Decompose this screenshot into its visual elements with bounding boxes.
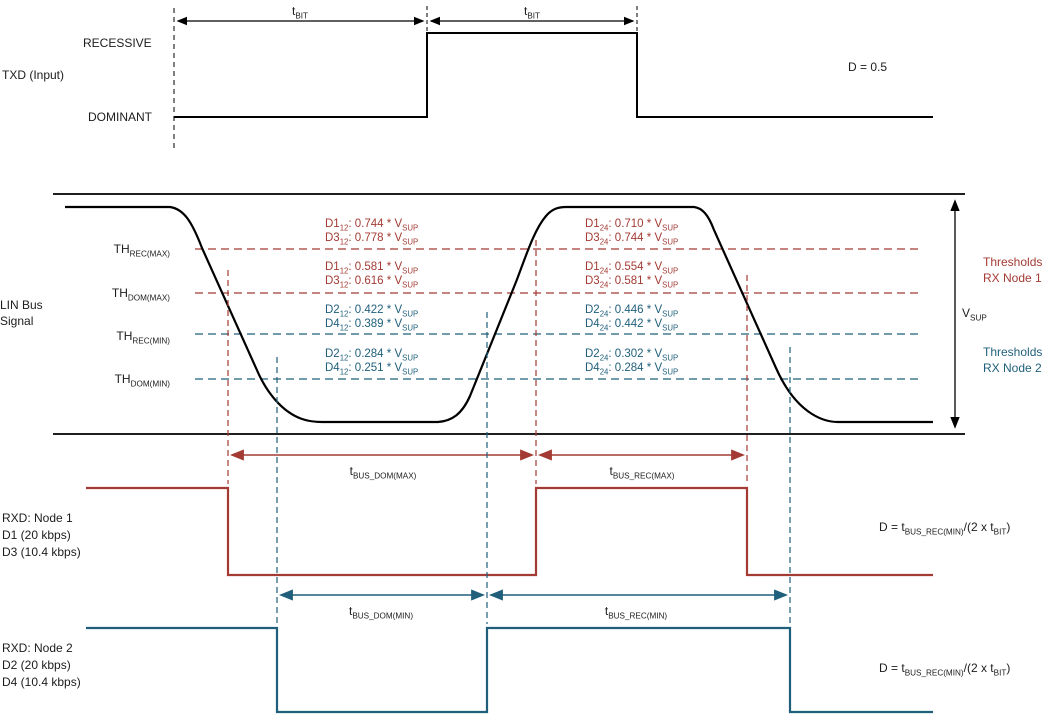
rxd-node2-waveform <box>86 626 933 714</box>
threshold-values-node2-dom-12: D212: 0.284 * VSUP D412: 0.251 * VSUP <box>325 348 418 375</box>
rxd-node2-line: D4 (10.4 kbps) <box>2 675 81 689</box>
threshold-value-line: D324: 0.581 * VSUP <box>585 274 679 289</box>
threshold-value-line: D424: 0.442 * VSUP <box>585 317 679 332</box>
dominant-label: DOMINANT <box>88 110 152 124</box>
threshold-values-node2-dom-24: D224: 0.302 * VSUP D424: 0.284 * VSUP <box>585 348 678 375</box>
th-rec-min-label: THREC(MIN) <box>116 329 170 346</box>
vsup-label: VSUP <box>962 306 987 323</box>
rxd-node1-label: RXD: Node 1 D1 (20 kbps) D3 (10.4 kbps) <box>2 510 81 561</box>
threshold-value-line: D112: 0.581 * VSUP <box>325 261 419 276</box>
threshold-value-line: D212: 0.422 * VSUP <box>325 304 419 319</box>
tbit-label-1: tBIT <box>291 4 309 21</box>
threshold-value-line: D224: 0.446 * VSUP <box>585 304 679 319</box>
threshold-value-line: D412: 0.251 * VSUP <box>325 361 419 376</box>
threshold-value-line: D124: 0.710 * VSUP <box>585 218 679 233</box>
threshold-values-node1-dom-12: D112: 0.581 * VSUP D312: 0.616 * VSUP <box>325 261 418 288</box>
t-bus-dom-max-label: tBUS_DOM(MAX) <box>349 464 417 481</box>
t-bus-rec-min-label: tBUS_REC(MIN) <box>604 604 668 621</box>
thresholds-rx-node1-legend: Thresholds RX Node 1 <box>983 254 1042 286</box>
rxd-node1-line: D3 (10.4 kbps) <box>2 545 81 559</box>
threshold-value-line: D324: 0.744 * VSUP <box>585 231 679 246</box>
threshold-value-line: D312: 0.778 * VSUP <box>325 231 419 246</box>
threshold-value-line: D412: 0.389 * VSUP <box>325 317 419 332</box>
threshold-values-node2-rec-24: D224: 0.446 * VSUP D424: 0.442 * VSUP <box>585 304 678 331</box>
legend-line: RX Node 1 <box>983 271 1042 285</box>
rxd-node1-line: RXD: Node 1 <box>2 511 73 525</box>
recessive-label: RECESSIVE <box>83 36 152 50</box>
threshold-value-line: D424: 0.284 * VSUP <box>585 361 679 376</box>
threshold-values-node1-dom-24: D124: 0.554 * VSUP D324: 0.581 * VSUP <box>585 261 678 288</box>
rxd-node2-line: RXD: Node 2 <box>2 641 73 655</box>
threshold-values-node1-rec-12: D112: 0.744 * VSUP D312: 0.778 * VSUP <box>325 218 418 245</box>
threshold-values-node2-rec-12: D212: 0.422 * VSUP D412: 0.389 * VSUP <box>325 304 418 331</box>
rxd-node2-duty-label: D = tBUS_REC(MIN)/(2 x tBIT) <box>879 661 1011 678</box>
t-bus-dom-min-label: tBUS_DOM(MIN) <box>348 604 414 621</box>
threshold-value-line: D312: 0.616 * VSUP <box>325 274 419 289</box>
rxd-node1-line: D1 (20 kbps) <box>2 528 71 542</box>
txd-waveform <box>174 32 933 118</box>
th-dom-min-label: THDOM(MIN) <box>114 372 170 389</box>
threshold-value-line: D112: 0.744 * VSUP <box>325 218 419 233</box>
th-dom-max-label: THDOM(MAX) <box>111 286 170 303</box>
rxd-node1-waveform <box>86 486 933 577</box>
thresholds-rx-node2-legend: Thresholds RX Node 2 <box>983 344 1042 376</box>
threshold-value-line: D124: 0.554 * VSUP <box>585 261 679 276</box>
lin-bus-waveform <box>65 205 933 424</box>
rxd-node2-label: RXD: Node 2 D2 (20 kbps) D4 (10.4 kbps) <box>2 640 81 691</box>
legend-line: Thresholds <box>983 255 1043 269</box>
lin-bus-signal-line2: Signal <box>0 314 34 328</box>
t-bus-rec-max-label: tBUS_REC(MAX) <box>609 464 675 481</box>
rxd-node1-duty-label: D = tBUS_REC(MIN)/(2 x tBIT) <box>879 520 1011 537</box>
lin-bus-signal-line1: LIN Bus <box>0 298 43 312</box>
txd-duty-label: D = 0.5 <box>848 60 888 74</box>
threshold-values-node1-rec-24: D124: 0.710 * VSUP D324: 0.744 * VSUP <box>585 218 678 245</box>
rxd-node2-line: D2 (20 kbps) <box>2 658 71 672</box>
threshold-value-line: D224: 0.302 * VSUP <box>585 348 679 363</box>
lin-bus-signal-label: LIN Bus Signal <box>0 297 43 329</box>
tbit-label-2: tBIT <box>523 4 541 21</box>
txd-input-label: TXD (Input) <box>2 68 65 82</box>
th-rec-max-label: THREC(MAX) <box>113 242 170 259</box>
legend-line: RX Node 2 <box>983 361 1042 375</box>
threshold-value-line: D212: 0.284 * VSUP <box>325 348 419 363</box>
legend-line: Thresholds <box>983 345 1043 359</box>
